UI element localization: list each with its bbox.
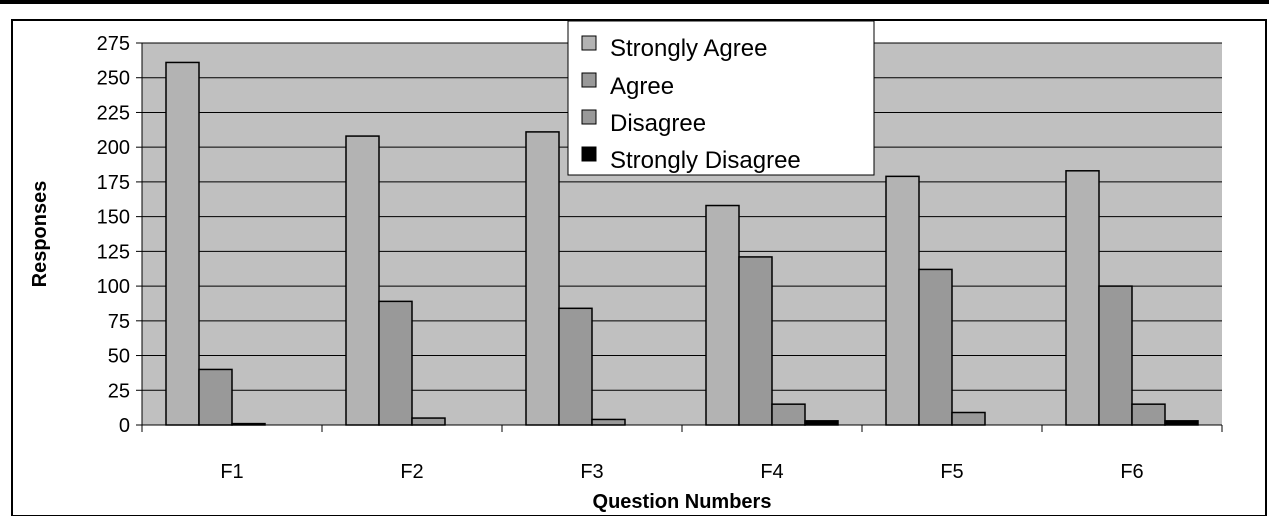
x-tick-label: F4 — [760, 461, 783, 483]
y-tick-label: 225 — [97, 102, 130, 124]
bar-disagree — [591, 418, 626, 426]
legend: Strongly Agree Agree Disagree Strongly D… — [567, 20, 875, 176]
bar-strongly-disagree — [804, 420, 839, 426]
bar-disagree — [951, 411, 986, 426]
legend-swatch-strongly-disagree — [581, 146, 597, 162]
x-tick-labels: F1 F2 F3 F4 F5 F6 — [220, 461, 1143, 483]
y-tick-label: 175 — [97, 172, 130, 194]
legend-label-agree: Agree — [610, 73, 674, 100]
y-tick-label: 200 — [97, 137, 130, 159]
bar-agree — [918, 268, 953, 426]
legend-label-strongly-disagree: Strongly Disagree — [610, 147, 801, 174]
axes — [136, 42, 1223, 432]
y-tick-label: 75 — [108, 311, 130, 333]
y-tick-label: 0 — [119, 415, 130, 437]
bar-agree — [738, 256, 773, 426]
y-axis-title: Responses — [29, 181, 51, 288]
bar-strongly-agree — [345, 135, 380, 426]
bar-strongly-agree — [165, 61, 200, 426]
x-tick-label: F5 — [940, 461, 963, 483]
legend-box — [567, 20, 875, 176]
x-tick-label: F3 — [580, 461, 603, 483]
bar-disagree — [771, 403, 806, 426]
bar-strongly-agree — [525, 131, 560, 426]
legend-swatch-agree — [581, 72, 597, 88]
bars — [165, 61, 1199, 426]
bar-disagree — [1131, 403, 1166, 426]
legend-swatch-strongly-agree — [581, 35, 597, 51]
bar-agree — [558, 307, 593, 426]
x-tick-label: F1 — [220, 461, 243, 483]
y-tick-label: 275 — [97, 33, 130, 55]
x-axis-title: Question Numbers — [593, 491, 772, 513]
bar-disagree — [411, 417, 446, 426]
y-tick-label: 25 — [108, 380, 130, 402]
y-tick-label: 150 — [97, 207, 130, 229]
y-tick-label: 50 — [108, 346, 130, 368]
bar-strongly-agree — [705, 204, 740, 426]
x-tick-label: F6 — [1120, 461, 1143, 483]
y-tick-label: 100 — [97, 276, 130, 298]
y-tick-label: 250 — [97, 68, 130, 90]
x-tick-label: F2 — [400, 461, 423, 483]
bar-strongly-agree — [885, 175, 920, 426]
y-tick-labels: 0 25 50 75 100 125 150 175 200 225 250 275 — [97, 33, 130, 437]
y-tick-label: 125 — [97, 241, 130, 263]
bar-agree — [1098, 285, 1133, 426]
legend-label-strongly-agree: Strongly Agree — [610, 35, 767, 62]
bar-agree — [378, 300, 413, 426]
bar-strongly-disagree — [1164, 420, 1199, 426]
bar-agree — [198, 368, 233, 426]
legend-label-disagree: Disagree — [610, 110, 706, 137]
legend-swatch-disagree — [581, 109, 597, 125]
bar-strongly-agree — [1065, 170, 1100, 426]
page-top-rule — [0, 0, 1269, 4]
